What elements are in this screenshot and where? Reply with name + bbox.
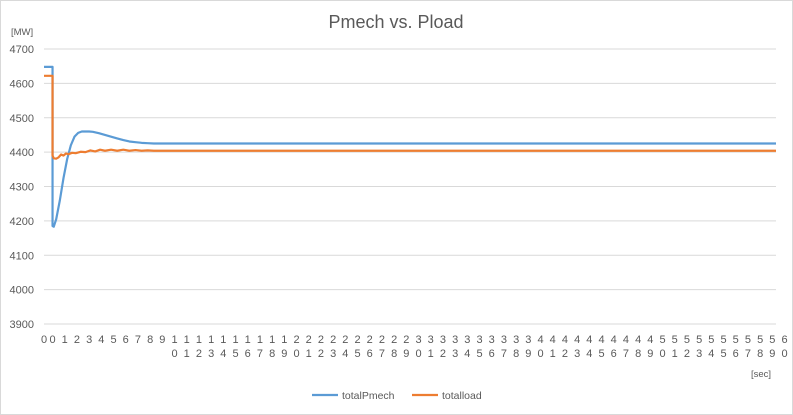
x-tick-label: 9 <box>159 334 165 346</box>
y-tick-label: 4700 <box>10 44 34 56</box>
y-axis-label: [MW] <box>11 27 33 38</box>
x-tick-label: 5 <box>110 334 116 346</box>
chart-title: Pmech vs. Pload <box>328 12 463 32</box>
x-tick-label: 0 <box>49 334 55 346</box>
y-tick-label: 4100 <box>10 250 34 262</box>
x-tick-label: 4 <box>98 334 104 346</box>
x-tick-label: 0 <box>41 334 47 346</box>
y-tick-label: 3900 <box>10 319 34 331</box>
legend: totalPmech totalload <box>312 390 482 402</box>
gridlines <box>44 48 776 325</box>
x-tick-label: 1 <box>62 334 68 346</box>
y-tick-label: 4200 <box>10 216 34 228</box>
x-axis-ticks: 0 0 1 2 3 4 5 6 7 8 9 1 01 11 21 31 41 51 61 71 81 92 02 12 22 32… <box>41 334 788 360</box>
x-tick-label: 7 <box>135 334 141 346</box>
x-tick-label: 8 <box>147 334 153 346</box>
y-axis-ticks: 3900 4000 4100 4200 4300 4400 4500 4600 4700 <box>10 44 34 331</box>
x-tick-label: 2 <box>74 334 80 346</box>
y-tick-label: 4300 <box>10 182 34 194</box>
series-line-totalload <box>44 74 776 160</box>
series-line-totalPmech <box>44 65 776 228</box>
y-tick-label: 4400 <box>10 147 34 159</box>
x-tick-label: 3 <box>86 334 92 346</box>
legend-label-totalload: totalload <box>442 390 482 402</box>
y-tick-label: 4500 <box>10 113 34 125</box>
legend-label-totalPmech: totalPmech <box>342 390 395 402</box>
y-tick-label: 4600 <box>10 78 34 90</box>
x-axis-label: [sec] <box>751 369 771 380</box>
series-lines <box>44 65 776 228</box>
x-tick-label: 6 <box>123 334 129 346</box>
y-tick-label: 4000 <box>10 285 34 297</box>
